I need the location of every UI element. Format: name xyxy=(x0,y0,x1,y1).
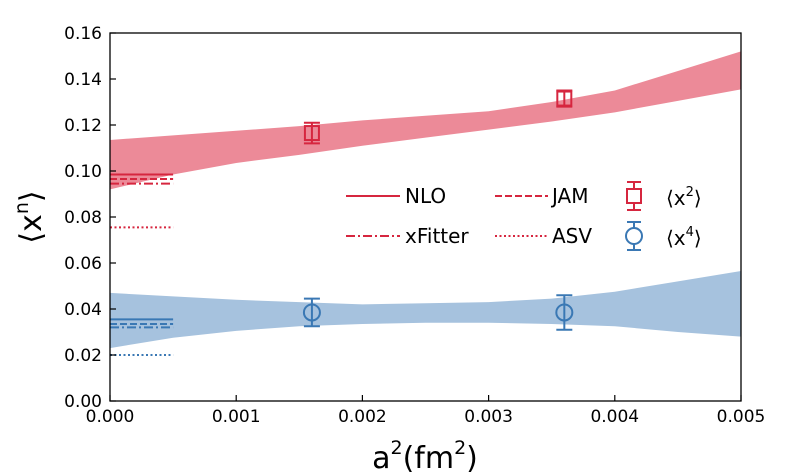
x2-point-0 xyxy=(303,125,320,142)
y-tick-label: 0.04 xyxy=(64,300,102,320)
x2-point-1 xyxy=(556,90,573,107)
y-tick-label: 0.12 xyxy=(64,116,102,136)
y-tick-label: 0.14 xyxy=(64,70,102,90)
error-bands xyxy=(110,51,741,349)
legend-label-x4: ⟨x4⟩ xyxy=(666,225,702,250)
legend-label-jam: JAM xyxy=(550,184,588,208)
y-tick-label: 0.06 xyxy=(64,254,102,274)
y-tick-label: 0.08 xyxy=(64,208,102,228)
x-tick-label: 0.004 xyxy=(590,407,639,427)
legend-marker-x2 xyxy=(626,181,642,211)
x2-error-band xyxy=(110,51,741,190)
legend-label-nlo: NLO xyxy=(405,184,446,208)
legend-label-xfitter: xFitter xyxy=(405,224,469,248)
y-tick-label: 0.02 xyxy=(64,346,102,366)
legend-marker-x4 xyxy=(625,221,643,251)
x-tick-label: 0.001 xyxy=(212,407,261,427)
y-tick-label: 0.00 xyxy=(64,392,102,412)
legend-label-asv: ASV xyxy=(552,224,592,248)
legend-label-x2: ⟨x2⟩ xyxy=(666,185,702,210)
y-tick-label: 0.16 xyxy=(64,24,102,44)
x-tick-label: 0.005 xyxy=(717,407,766,427)
x-tick-label: 0.003 xyxy=(464,407,513,427)
x2-legend-symbol xyxy=(626,188,642,204)
y-tick-label: 0.10 xyxy=(64,162,102,182)
x4-legend-symbol xyxy=(625,227,643,245)
x4-point-0 xyxy=(302,303,321,322)
reference-lines xyxy=(110,173,174,356)
x-ticks: 0.000 0.001 0.002 0.003 0.004 0.005 xyxy=(86,395,766,427)
x-tick-label: 0.002 xyxy=(338,407,387,427)
x4-point-1 xyxy=(555,303,574,322)
x-axis-label: a2(fm2) xyxy=(372,437,478,473)
x4-error-band xyxy=(110,271,741,349)
y-ticks: 0.00 0.02 0.04 0.06 0.08 0.10 0.12 0.14 0.16 xyxy=(64,24,116,412)
y-axis-label: ⟨xn⟩ xyxy=(11,190,49,243)
x-tick-label: 0.000 xyxy=(86,407,135,427)
legend: NLO JAM xFitter ASV ⟨x2⟩ ⟨x4⟩ xyxy=(346,181,702,251)
data-points xyxy=(302,89,574,331)
